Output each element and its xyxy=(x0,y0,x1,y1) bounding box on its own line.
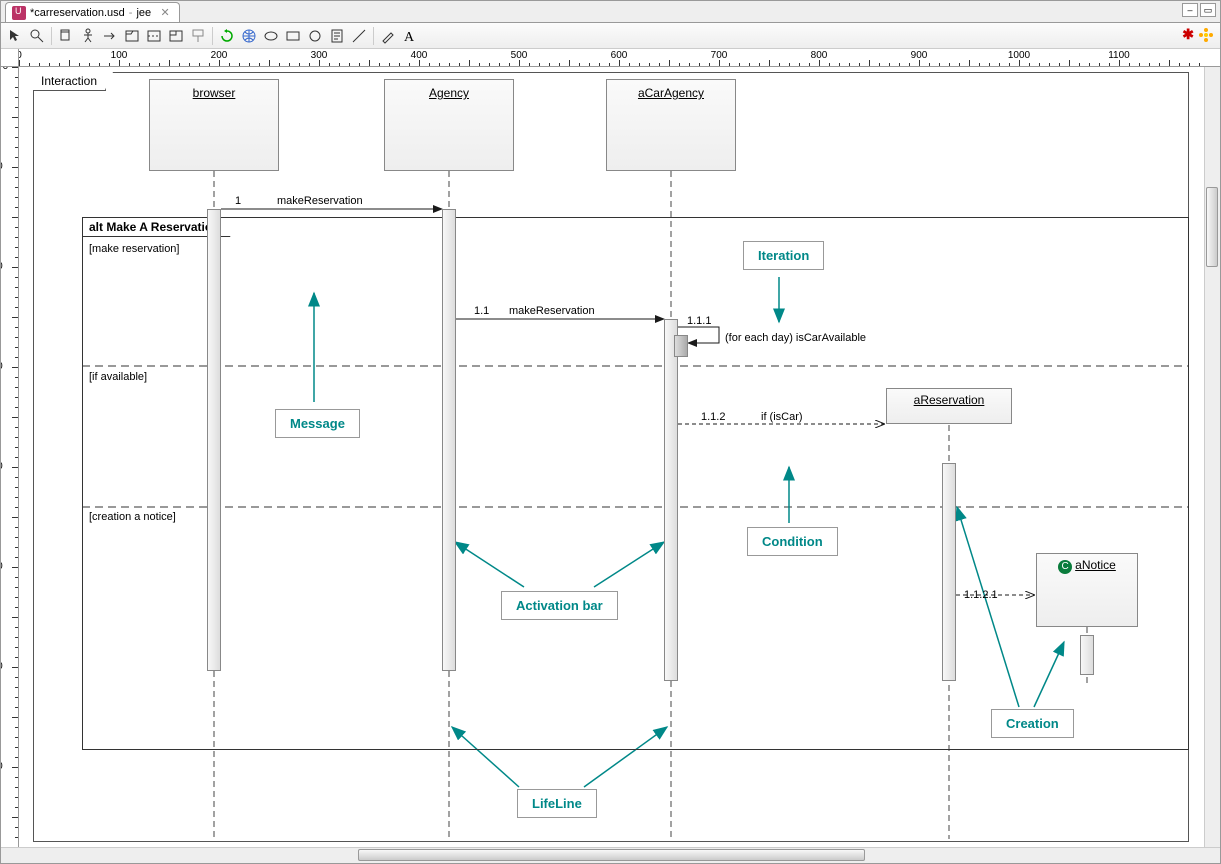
callout-iteration: Iteration xyxy=(743,241,824,270)
message-tool[interactable] xyxy=(100,26,120,46)
activation-notice[interactable] xyxy=(1080,635,1094,675)
circle-tool[interactable] xyxy=(305,26,325,46)
text-tool[interactable]: A xyxy=(400,26,420,46)
lifeline-box-tool[interactable] xyxy=(188,26,208,46)
rect-tool[interactable] xyxy=(283,26,303,46)
globe-tool[interactable] xyxy=(239,26,259,46)
lifeline-head-browser[interactable]: browser xyxy=(149,79,279,171)
guard-creation-notice: [creation a notice] xyxy=(89,511,176,523)
error-indicator-icon[interactable]: ✱ xyxy=(1182,26,1194,43)
guard-if-available: [if available] xyxy=(89,371,147,383)
close-tab-icon[interactable]: ✕ xyxy=(159,7,171,19)
alt-combined-fragment[interactable]: alt Make A Reservation xyxy=(82,217,1189,750)
callout-creation: Creation xyxy=(991,709,1074,738)
tab-bar: *carreservation.usd - jee ✕ – ▭ xyxy=(1,1,1220,23)
msg-112-num: 1.1.2 xyxy=(701,411,725,423)
msg-111-label: (for each day) isCarAvailable xyxy=(725,332,866,344)
interaction-use-tool[interactable] xyxy=(166,26,186,46)
msg-1121-num: 1.1.2.1 xyxy=(964,589,998,601)
tab-suffix: jee xyxy=(136,7,151,19)
editor-tab[interactable]: *carreservation.usd - jee ✕ xyxy=(5,2,180,22)
msg-1-label: makeReservation xyxy=(277,195,363,207)
pen-tool[interactable] xyxy=(378,26,398,46)
tab-title: *carreservation.usd xyxy=(30,7,125,19)
lifeline-head-agency[interactable]: Agency xyxy=(384,79,514,171)
activation-caragency-self[interactable] xyxy=(674,335,688,357)
ellipse-tool[interactable] xyxy=(261,26,281,46)
msg-1-num: 1 xyxy=(235,195,241,207)
doc-tool[interactable] xyxy=(327,26,347,46)
msg-111-num: 1.1.1 xyxy=(687,315,711,327)
combined-fragment-tool[interactable] xyxy=(144,26,164,46)
toolbar: A ✱ xyxy=(1,23,1220,49)
activation-browser[interactable] xyxy=(207,209,221,671)
zoom-tool[interactable] xyxy=(27,26,47,46)
msg-112-label: if (isCar) xyxy=(761,411,803,423)
progress-icon xyxy=(1198,27,1214,43)
activation-caragency[interactable] xyxy=(664,319,678,681)
refresh-tool[interactable] xyxy=(217,26,237,46)
callout-activation: Activation bar xyxy=(501,591,618,620)
select-tool[interactable] xyxy=(5,26,25,46)
frame-tool[interactable] xyxy=(122,26,142,46)
horizontal-scrollbar[interactable] xyxy=(1,847,1220,863)
callout-lifeline: LifeLine xyxy=(517,789,597,818)
ruler-vertical: 0100200300400500600700 xyxy=(1,67,19,847)
usd-file-icon xyxy=(12,6,26,20)
maximize-button[interactable]: ▭ xyxy=(1200,3,1216,17)
diagram-canvas[interactable]: Interaction xyxy=(19,67,1204,847)
vertical-scrollbar[interactable] xyxy=(1204,67,1220,847)
minimize-button[interactable]: – xyxy=(1182,3,1198,17)
activation-reservation[interactable] xyxy=(942,463,956,681)
msg-11-label: makeReservation xyxy=(509,305,595,317)
msg-11-num: 1.1 xyxy=(474,305,489,317)
actor-tool[interactable] xyxy=(78,26,98,46)
ruler-horizontal: 010020030040050060070080090010001100 xyxy=(1,49,1220,67)
line-tool[interactable] xyxy=(349,26,369,46)
guard-make-reservation: [make reservation] xyxy=(89,243,179,255)
callout-message: Message xyxy=(275,409,360,438)
note-tool[interactable] xyxy=(56,26,76,46)
svg-text:A: A xyxy=(404,30,415,44)
callout-condition: Condition xyxy=(747,527,838,556)
activation-agency[interactable] xyxy=(442,209,456,671)
lifeline-head-caragency[interactable]: aCarAgency xyxy=(606,79,736,171)
